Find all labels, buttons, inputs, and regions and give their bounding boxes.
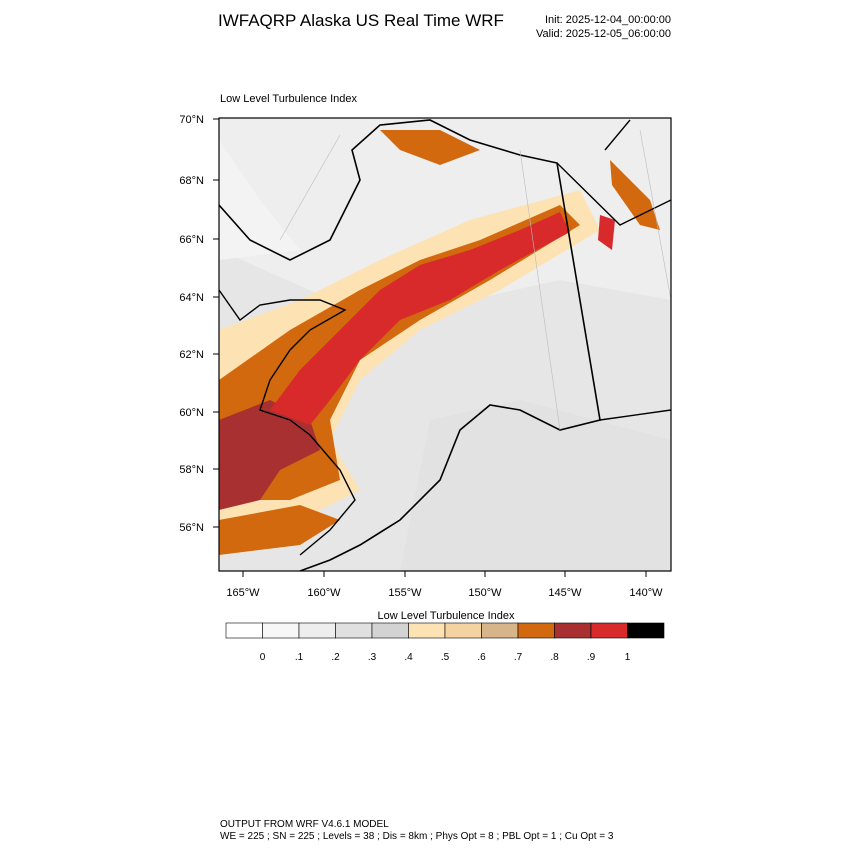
colorbar-label: .8 (550, 652, 559, 663)
map-frame (218, 117, 672, 572)
colorbar-label: .6 (477, 652, 486, 663)
title: IWFAQRP Alaska US Real Time WRF (218, 11, 504, 30)
colorbar-title: Low Level Turbulence Index (378, 610, 515, 622)
colorbar-label: 0 (260, 652, 266, 663)
lon-label: 165°W (226, 587, 260, 599)
map-title: Low Level Turbulence Index (220, 93, 357, 105)
colorbar-label: .1 (295, 652, 304, 663)
colorbar-box (517, 622, 555, 639)
colorbar-box (335, 622, 373, 639)
lon-label: 155°W (388, 587, 422, 599)
colorbar-box (262, 622, 300, 639)
lat-label: 64°N (179, 292, 204, 304)
colorbar-label: .4 (404, 652, 413, 663)
colorbar-box (408, 622, 446, 639)
footer-line: OUTPUT FROM WRF V4.6.1 MODEL (220, 819, 389, 830)
lon-label: 145°W (548, 587, 582, 599)
colorbar-label: .2 (331, 652, 340, 663)
colorbar-box (590, 622, 628, 639)
colorbar-label: 1 (625, 652, 631, 663)
colorbar-label: .9 (587, 652, 596, 663)
lon-label: 160°W (307, 587, 341, 599)
colorbar-box (627, 622, 665, 639)
lat-label: 62°N (179, 349, 204, 361)
map-field (219, 118, 671, 571)
colorbar-box (371, 622, 409, 639)
init-time: Init: 2025-12-04_00:00:00 (545, 14, 671, 26)
lon-label: 150°W (468, 587, 502, 599)
lon-label: 140°W (629, 587, 663, 599)
lat-label: 56°N (179, 522, 204, 534)
colorbar-box (554, 622, 592, 639)
lat-label: 60°N (179, 407, 204, 419)
colorbar-box (225, 622, 263, 639)
footer-line: WE = 225 ; SN = 225 ; Levels = 38 ; Dis … (220, 831, 614, 842)
colorbar-label: .3 (368, 652, 377, 663)
lat-label: 70°N (179, 114, 204, 126)
lat-label: 68°N (179, 175, 204, 187)
lat-label: 66°N (179, 234, 204, 246)
colorbar-label: .7 (514, 652, 523, 663)
lat-label: 58°N (179, 464, 204, 476)
colorbar-label: .5 (441, 652, 450, 663)
colorbar-box (298, 622, 336, 639)
valid-time: Valid: 2025-12-05_06:00:00 (536, 28, 671, 40)
colorbar-box (444, 622, 482, 639)
colorbar-box (481, 622, 519, 639)
